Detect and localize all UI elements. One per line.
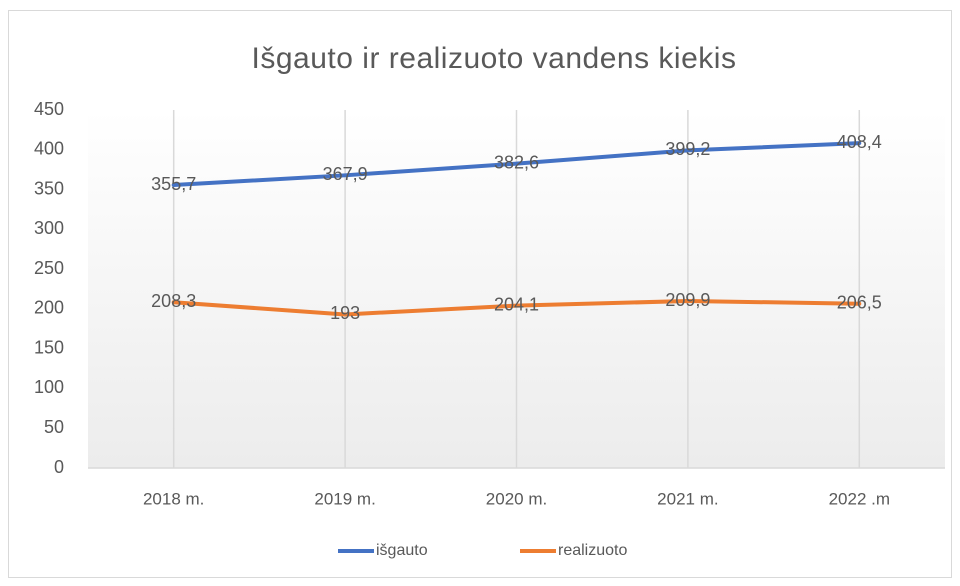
data-label: 408,4 <box>837 132 882 152</box>
data-label: 355,7 <box>151 174 196 194</box>
data-label: 382,6 <box>494 152 539 172</box>
x-tick-label: 2020 m. <box>486 489 547 508</box>
data-label: 204,1 <box>494 294 539 314</box>
series-line <box>171 141 862 188</box>
y-tick-label: 150 <box>34 337 64 357</box>
y-tick-label: 250 <box>34 258 64 278</box>
data-label: 367,9 <box>323 164 368 184</box>
y-tick-label: 300 <box>34 218 64 238</box>
legend-label: išgauto <box>376 542 428 559</box>
chart-title: Išgauto ir realizuoto vandens kiekis <box>252 42 737 75</box>
y-tick-label: 0 <box>54 457 64 477</box>
y-tick-label: 450 <box>34 99 64 119</box>
x-tick-label: 2021 m. <box>657 489 718 508</box>
data-label: 209,9 <box>665 290 710 310</box>
x-tick-label: 2022 .m <box>829 489 890 508</box>
data-label: 208,3 <box>151 291 196 311</box>
y-tick-label: 50 <box>44 417 64 437</box>
series-line <box>171 299 862 317</box>
x-tick-label: 2018 m. <box>143 489 204 508</box>
y-tick-label: 350 <box>34 178 64 198</box>
legend-label: realizuoto <box>558 542 627 559</box>
data-label: 193 <box>330 303 360 323</box>
y-tick-label: 200 <box>34 298 64 318</box>
y-tick-label: 100 <box>34 377 64 397</box>
y-tick-label: 400 <box>34 139 64 159</box>
data-label: 206,5 <box>837 292 882 312</box>
data-label: 399,2 <box>665 139 710 159</box>
x-tick-label: 2019 m. <box>314 489 375 508</box>
